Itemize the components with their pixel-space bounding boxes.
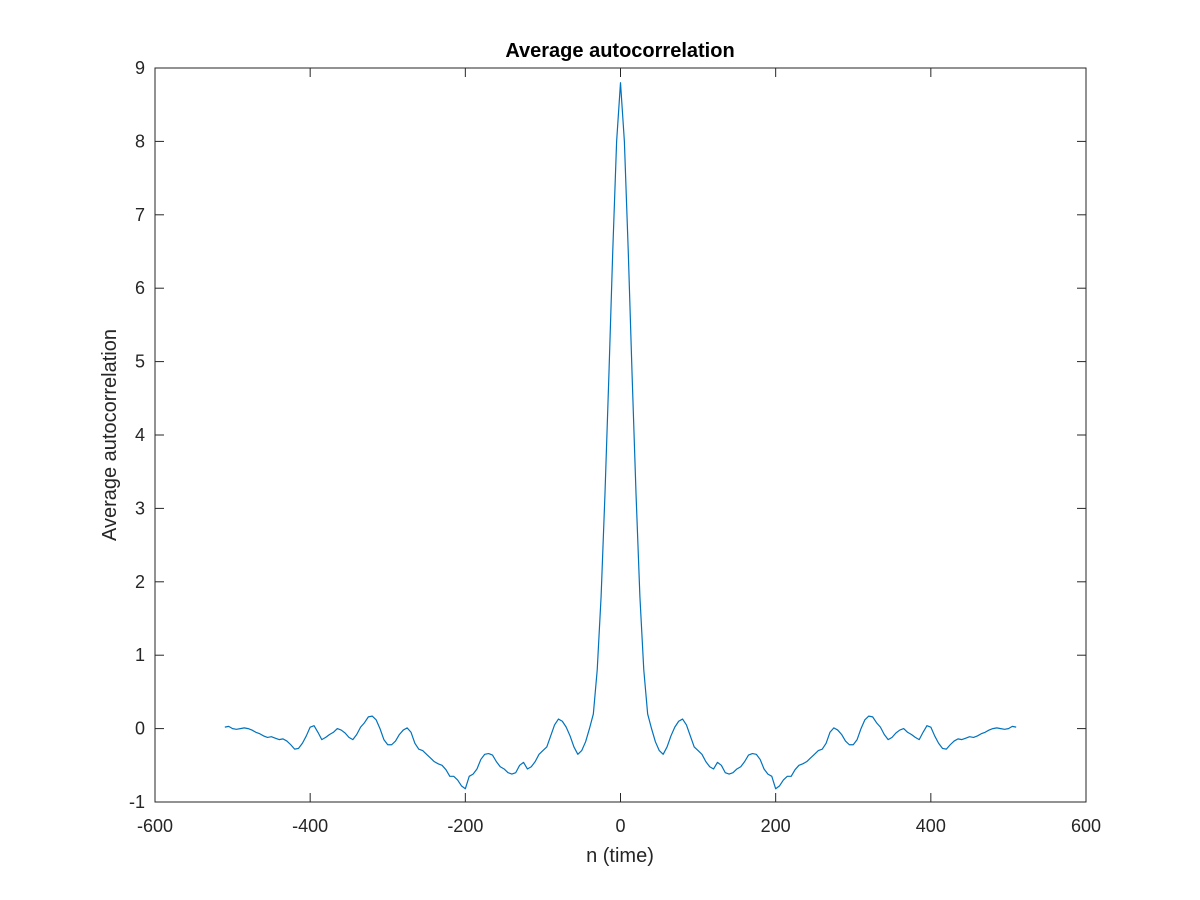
y-tick-label: 2	[135, 572, 145, 592]
axes-box	[154, 67, 1087, 803]
plot-area	[155, 68, 1086, 802]
x-tick-label: 400	[916, 816, 946, 836]
tick-labels-layer: -600 -400 -200 0 200 400 600 -1 0 1 2 3 4 5 6 7 8 9	[129, 58, 1101, 836]
series-line	[224, 82, 1017, 790]
x-axis-title: n (time)	[586, 845, 654, 867]
x-tick-label: -600	[137, 816, 173, 836]
series-layer	[224, 82, 1017, 790]
y-tick-label: 9	[135, 58, 145, 78]
y-tick-label: -1	[129, 792, 145, 812]
x-tick-label: -200	[447, 816, 483, 836]
y-tick-label: 8	[135, 131, 145, 151]
x-tick-label: -400	[292, 816, 328, 836]
x-tick-label: 600	[1071, 816, 1101, 836]
y-axis-title: Average autocorrelation	[99, 329, 121, 541]
y-tick-label: 0	[135, 719, 145, 739]
y-tick-label: 7	[135, 205, 145, 225]
y-tick-label: 6	[135, 278, 145, 298]
chart-title: Average autocorrelation	[505, 40, 734, 62]
y-tick-label: 1	[135, 645, 145, 665]
x-tick-label: 200	[761, 816, 791, 836]
x-tick-label: 0	[615, 816, 625, 836]
y-tick-label: 5	[135, 352, 145, 372]
y-tick-label: 3	[135, 498, 145, 518]
y-tick-label: 4	[135, 425, 145, 445]
